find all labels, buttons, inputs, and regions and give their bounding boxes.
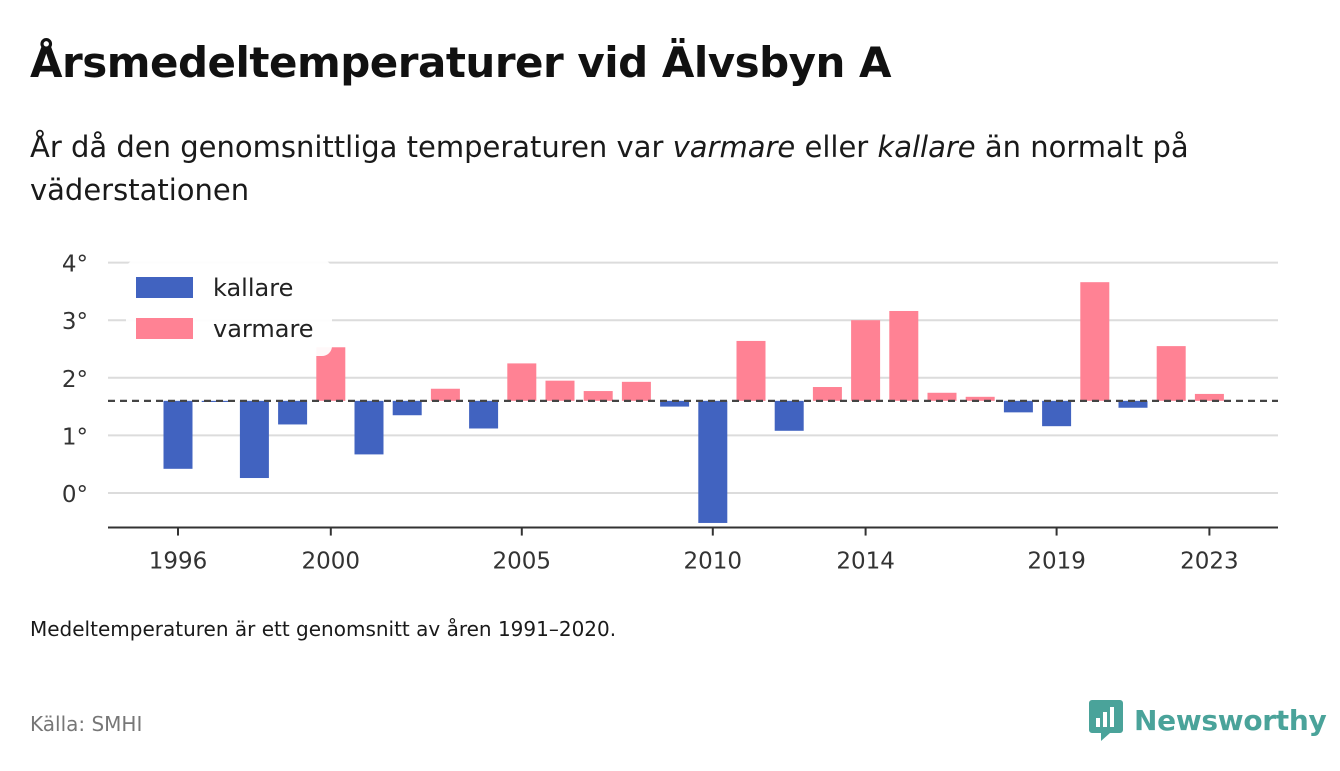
bar-varmare [430, 388, 460, 401]
bar-varmare [1156, 346, 1186, 401]
subtitle-text-2: eller [795, 130, 878, 164]
bar-varmare [621, 381, 651, 401]
bar-varmare [965, 396, 995, 401]
legend-swatch-kallare [136, 277, 193, 298]
bar-kallare [1003, 400, 1033, 413]
x-tick-label: 2000 [302, 549, 361, 575]
y-tick-label: 1° [62, 424, 88, 450]
y-tick-label: 3° [62, 309, 88, 335]
bar-varmare [927, 392, 957, 401]
y-tick-label: 4° [62, 252, 88, 278]
x-tick-label: 2014 [836, 549, 895, 575]
newsworthy-logo-icon [1089, 700, 1123, 741]
bar-varmare [889, 310, 919, 401]
bar-varmare [736, 340, 766, 401]
bar-varmare [316, 347, 346, 401]
legend-swatch-varmare [136, 318, 193, 339]
source-credit: Källa: SMHI [30, 712, 143, 736]
subtitle-text-1: År då den genomsnittliga temperaturen va… [30, 130, 673, 164]
bar-kallare [392, 400, 422, 416]
bar-varmare [812, 387, 842, 401]
chart-title: Årsmedeltemperaturer vid Älvsbyn A [30, 38, 892, 87]
x-tick-label: 2005 [493, 549, 552, 575]
bar-kallare [278, 400, 308, 425]
footnote: Medeltemperaturen är ett genomsnitt av å… [30, 617, 617, 641]
chart-canvas: 0° 1° 2° 3° 4° 1996 2000 2005 2010 2014 2019 2023 ka… [62, 252, 1278, 575]
bar-kallare [774, 400, 804, 431]
bar-kallare [660, 400, 690, 407]
brand-logo[interactable]: Newsworthy [1088, 698, 1327, 742]
bar-kallare [163, 400, 193, 469]
x-tick-label: 1996 [149, 549, 208, 575]
brand-name: Newsworthy [1134, 703, 1327, 737]
x-tick-label: 2010 [684, 549, 743, 575]
bar-kallare [354, 400, 384, 455]
subtitle-text-3: än normalt på väderstationen [30, 130, 1189, 207]
subtitle-emphasis-colder: kallare [877, 130, 976, 164]
y-tick-label: 2° [62, 367, 88, 393]
bar-chart: 0° 1° 2° 3° 4° 1996 2000 2005 2010 2014 2019 2023 ka… [0, 230, 1340, 590]
bar-varmare [545, 380, 575, 401]
legend-label-kallare: kallare [213, 274, 293, 302]
subtitle-emphasis-warmer: varmare [672, 130, 796, 164]
bar-varmare [507, 363, 537, 401]
bar-kallare [239, 400, 269, 479]
bar-kallare [698, 400, 728, 523]
bar-varmare [1080, 282, 1110, 401]
chart-subtitle: År då den genomsnittliga temperaturen va… [30, 126, 1310, 212]
bar-varmare [1194, 393, 1224, 401]
legend-label-varmare: varmare [213, 315, 314, 343]
bar-varmare [851, 320, 881, 401]
y-tick-label: 0° [62, 482, 88, 508]
x-tick-label: 2019 [1027, 549, 1086, 575]
bar-kallare [1118, 400, 1148, 408]
bar-varmare [583, 391, 613, 401]
bar-kallare [1042, 400, 1072, 427]
x-tick-label: 2023 [1180, 549, 1239, 575]
bar-kallare [469, 400, 499, 429]
